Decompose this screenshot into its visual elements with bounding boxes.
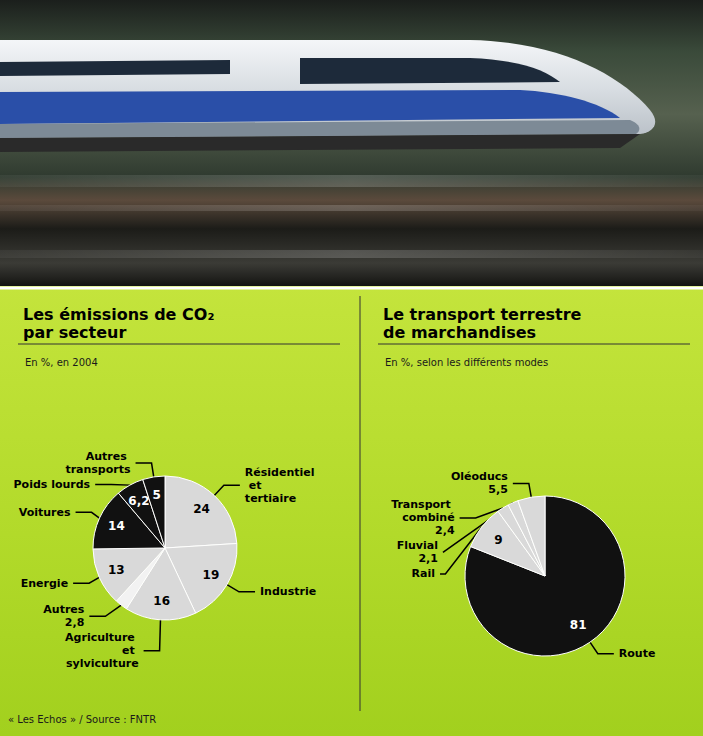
svg-text:de marchandises: de marchandises (383, 323, 536, 342)
svg-text:Autres: Autres (43, 603, 84, 616)
svg-text:24: 24 (193, 502, 210, 516)
svg-text:13: 13 (108, 563, 125, 577)
svg-text:2,1: 2,1 (418, 552, 438, 565)
svg-text:transports: transports (65, 463, 131, 476)
svg-text:5,5: 5,5 (488, 483, 508, 496)
svg-text:19: 19 (203, 568, 220, 582)
svg-text:5: 5 (152, 488, 160, 502)
svg-text:combiné: combiné (402, 511, 454, 524)
svg-text:Résidentiel: Résidentiel (245, 466, 315, 479)
svg-text:9: 9 (494, 533, 502, 547)
svg-text:16: 16 (153, 594, 170, 608)
svg-text:En %, en 2004: En %, en 2004 (25, 357, 98, 368)
svg-text:14: 14 (108, 519, 125, 533)
svg-text:Route: Route (619, 647, 656, 660)
svg-text:6,2: 6,2 (128, 494, 149, 508)
svg-text:Autres: Autres (86, 450, 131, 463)
svg-text:En %, selon les différents mod: En %, selon les différents modes (385, 357, 548, 368)
svg-text:Les émissions de CO₂: Les émissions de CO₂ (23, 305, 220, 324)
svg-text:par secteur: par secteur (23, 323, 126, 342)
svg-text:2,8: 2,8 (65, 616, 85, 629)
svg-text:Agriculture: Agriculture (65, 631, 139, 644)
svg-text:Rail: Rail (412, 567, 435, 580)
svg-text:Poids lourds: Poids lourds (14, 478, 91, 491)
svg-text:Voitures: Voitures (19, 506, 71, 519)
svg-text:Energie: Energie (21, 577, 68, 590)
svg-text:sylviculture: sylviculture (66, 657, 139, 670)
svg-text:et: et (245, 479, 265, 492)
svg-text:Fluvial: Fluvial (397, 539, 438, 552)
svg-text:et: et (122, 644, 139, 657)
svg-text:tertiaire: tertiaire (245, 492, 296, 505)
svg-text:81: 81 (570, 618, 587, 632)
svg-text:Oléoducs: Oléoducs (451, 470, 508, 483)
svg-text:Transport: Transport (391, 498, 454, 511)
svg-text:Le transport terrestre: Le transport terrestre (383, 305, 587, 324)
svg-text:Industrie: Industrie (260, 585, 316, 598)
svg-text:« Les Echos » / Source : FNTR: « Les Echos » / Source : FNTR (8, 714, 156, 725)
svg-text:2,4: 2,4 (435, 524, 455, 537)
